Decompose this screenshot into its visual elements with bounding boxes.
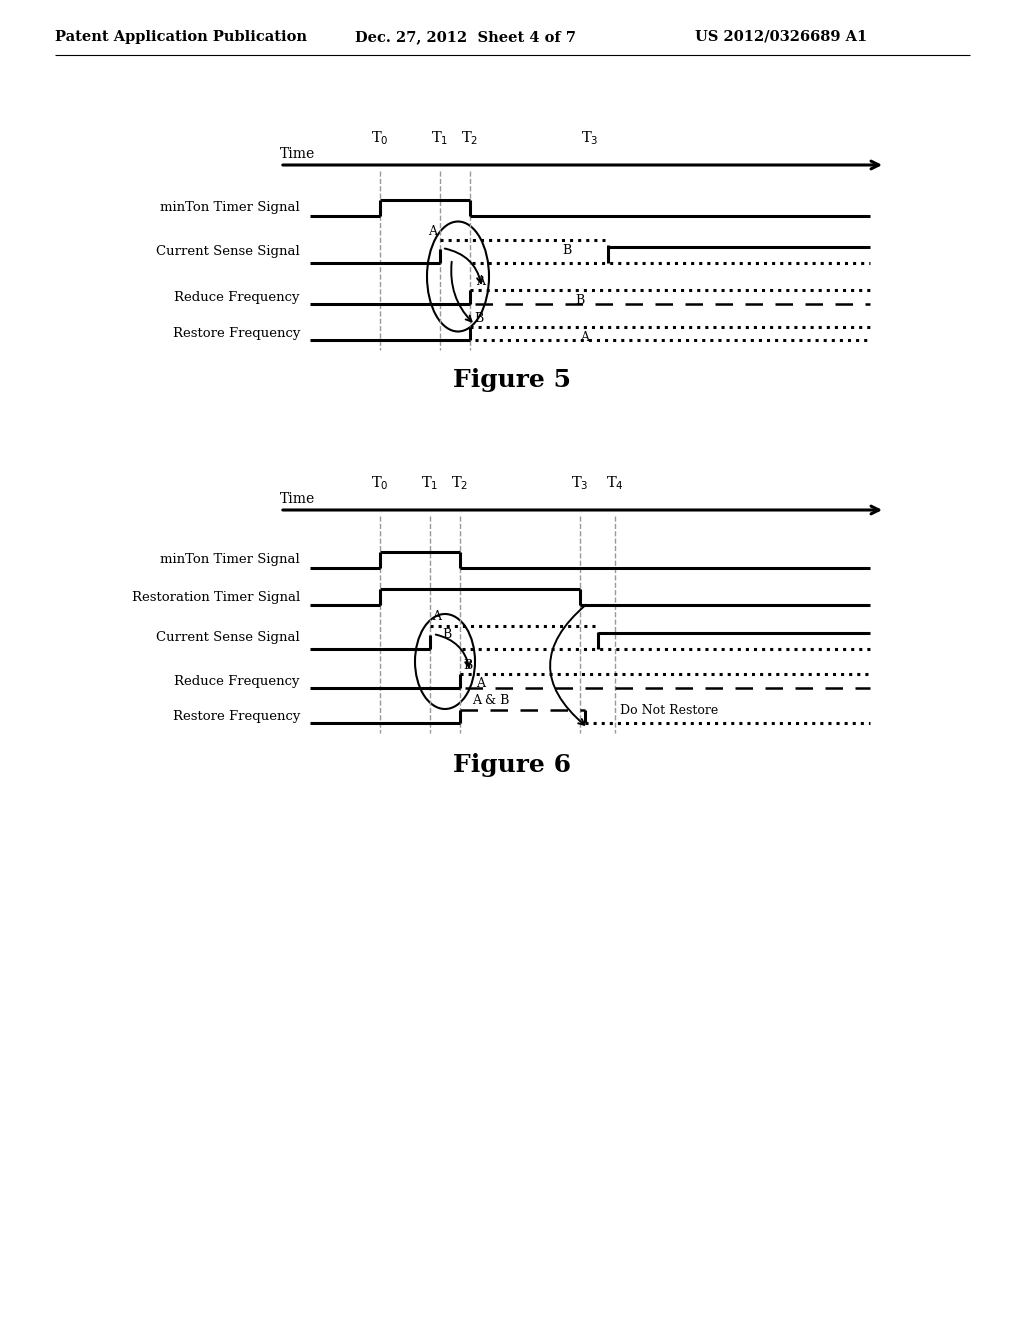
Text: T$_0$: T$_0$ — [371, 474, 389, 492]
Text: Restoration Timer Signal: Restoration Timer Signal — [132, 590, 300, 603]
Text: A: A — [580, 331, 589, 345]
Text: Patent Application Publication: Patent Application Publication — [55, 30, 307, 44]
Text: T$_4$: T$_4$ — [606, 474, 624, 492]
Text: A: A — [476, 677, 485, 690]
Text: Restore Frequency: Restore Frequency — [173, 710, 300, 723]
Text: Time: Time — [280, 147, 315, 161]
Text: B: B — [463, 659, 472, 672]
Text: minTon Timer Signal: minTon Timer Signal — [160, 553, 300, 566]
Text: T$_3$: T$_3$ — [582, 129, 599, 147]
Text: T$_2$: T$_2$ — [462, 129, 478, 147]
Text: Current Sense Signal: Current Sense Signal — [157, 631, 300, 644]
Text: Current Sense Signal: Current Sense Signal — [157, 246, 300, 257]
Text: T$_2$: T$_2$ — [452, 474, 469, 492]
Text: T$_0$: T$_0$ — [371, 129, 389, 147]
Text: Restore Frequency: Restore Frequency — [173, 327, 300, 341]
Text: B: B — [575, 294, 585, 308]
Text: A: A — [428, 224, 437, 238]
Text: Dec. 27, 2012  Sheet 4 of 7: Dec. 27, 2012 Sheet 4 of 7 — [355, 30, 575, 44]
Text: A: A — [432, 610, 441, 623]
Text: Do Not Restore: Do Not Restore — [620, 704, 718, 717]
Text: US 2012/0326689 A1: US 2012/0326689 A1 — [695, 30, 867, 44]
Text: Reduce Frequency: Reduce Frequency — [174, 675, 300, 688]
Text: T$_1$: T$_1$ — [421, 474, 438, 492]
Text: B: B — [562, 244, 571, 257]
Text: A & B: A & B — [472, 694, 509, 708]
Text: B: B — [474, 312, 483, 325]
Text: T$_3$: T$_3$ — [571, 474, 589, 492]
Text: Figure 5: Figure 5 — [453, 368, 571, 392]
Text: Reduce Frequency: Reduce Frequency — [174, 290, 300, 304]
Text: B: B — [442, 628, 452, 642]
Text: T$_1$: T$_1$ — [431, 129, 449, 147]
Text: Figure 6: Figure 6 — [453, 752, 571, 777]
Text: A: A — [476, 275, 485, 288]
Text: minTon Timer Signal: minTon Timer Signal — [160, 202, 300, 214]
Text: Time: Time — [280, 492, 315, 506]
